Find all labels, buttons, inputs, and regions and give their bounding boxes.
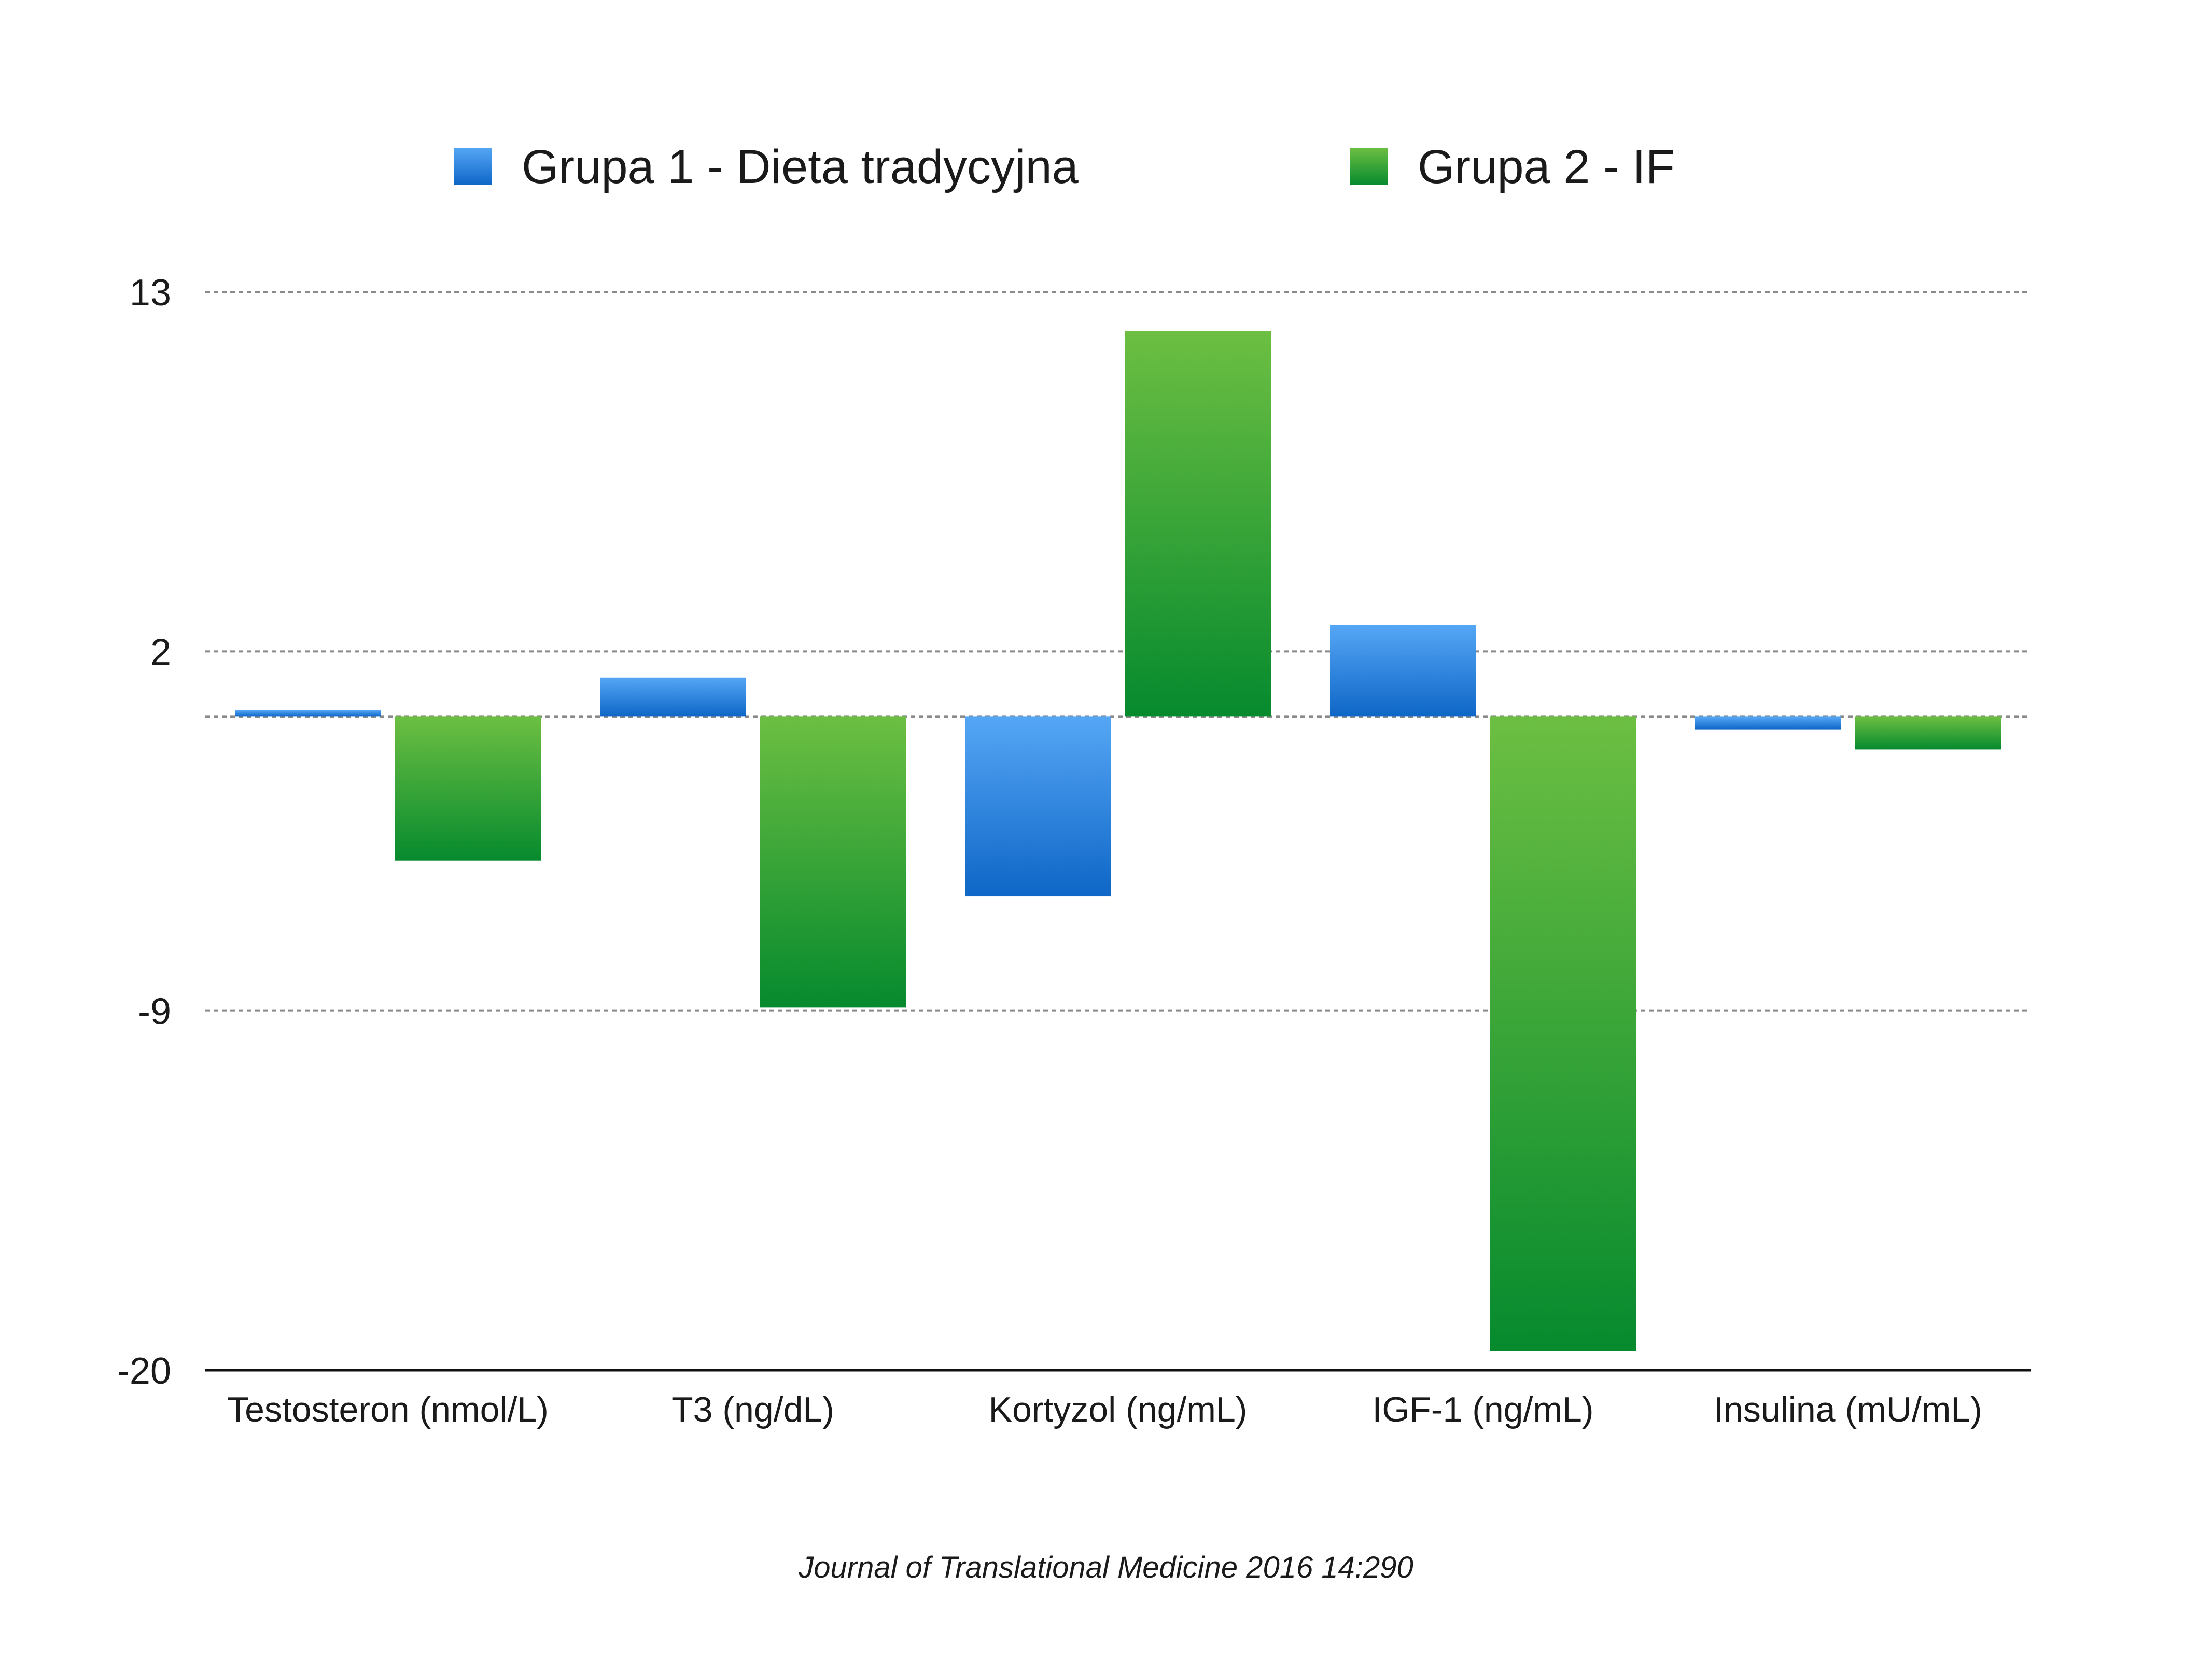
y-tick-label: 2 [150, 631, 171, 673]
bar [760, 716, 906, 1008]
x-tick-label: T3 (ng/dL) [671, 1390, 834, 1429]
y-tick-label: -20 [117, 1351, 171, 1392]
x-tick-label: Testosteron (nmol/L) [227, 1390, 549, 1429]
legend: Grupa 1 - Dieta tradycyjna Grupa 2 - IF [454, 140, 1675, 193]
y-tick-label: -9 [138, 991, 171, 1033]
legend-swatch [1350, 148, 1388, 185]
bar [1490, 716, 1636, 1351]
x-tick-label: IGF-1 (ng/mL) [1373, 1390, 1594, 1429]
legend-label: Grupa 1 - Dieta tradycyjna [522, 140, 1079, 193]
x-tick-label: Kortyzol (ng/mL) [989, 1390, 1248, 1429]
bar [235, 710, 381, 717]
bar [395, 716, 541, 861]
x-tick-label: Insulina (mU/mL) [1714, 1390, 1982, 1429]
legend-swatch [454, 148, 492, 185]
bar [1855, 716, 2001, 750]
bar [600, 677, 746, 717]
bar [1695, 716, 1841, 730]
bar [965, 716, 1111, 897]
legend-label: Grupa 2 - IF [1418, 140, 1675, 193]
bars [235, 331, 2001, 1351]
y-tick-label: 13 [130, 272, 171, 314]
bar [1125, 331, 1271, 717]
source-citation: Journal of Translational Medicine 2016 1… [799, 1551, 1413, 1584]
bar [1330, 625, 1476, 717]
labels: 13 2 -9 -20 Testosteron (nmol/L) T3 (ng/dL) Ko… [117, 272, 1982, 1429]
gridlines [205, 291, 2031, 1012]
